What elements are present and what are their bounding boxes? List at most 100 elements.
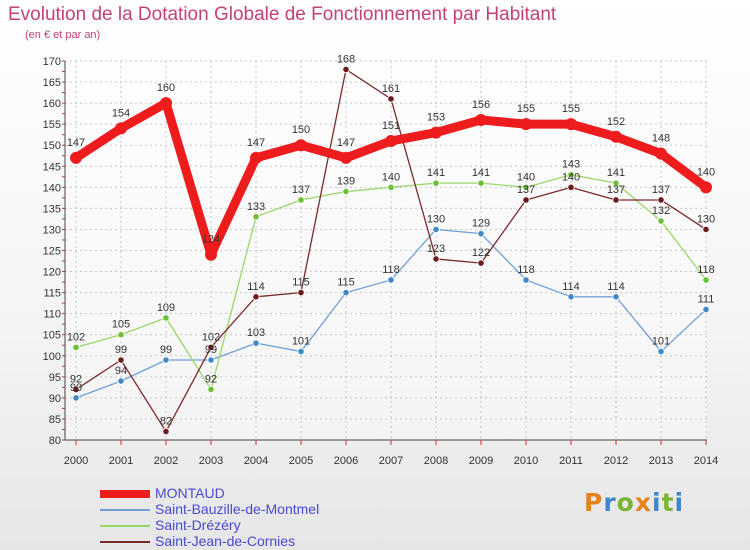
data-point bbox=[207, 343, 215, 351]
data-point bbox=[430, 126, 442, 139]
x-tick-label: 2005 bbox=[289, 455, 313, 467]
data-point bbox=[567, 183, 575, 191]
data-label: 161 bbox=[382, 83, 400, 95]
data-point bbox=[567, 171, 575, 179]
data-point bbox=[477, 179, 485, 187]
x-tick-label: 2011 bbox=[559, 455, 583, 467]
data-point bbox=[432, 225, 440, 234]
logo-letter: t bbox=[661, 488, 675, 517]
x-tick-label: 2006 bbox=[334, 455, 358, 467]
data-label: 141 bbox=[472, 167, 490, 179]
data-label: 133 bbox=[247, 201, 265, 213]
data-label: 124 bbox=[202, 234, 220, 246]
data-point bbox=[522, 183, 530, 191]
data-point bbox=[117, 331, 125, 339]
y-tick-label: 90 bbox=[49, 393, 61, 405]
data-point bbox=[477, 230, 485, 238]
data-point bbox=[252, 339, 260, 347]
legend-swatch-saint-bauzille bbox=[100, 509, 150, 511]
data-label: 92 bbox=[205, 373, 217, 385]
legend-item-saint-drezery: Saint-Drézéry bbox=[100, 517, 400, 534]
data-point bbox=[342, 65, 350, 74]
y-tick-label: 100 bbox=[43, 351, 61, 363]
y-tick-label: 80 bbox=[49, 435, 61, 447]
data-point bbox=[612, 179, 620, 187]
data-point bbox=[522, 196, 530, 204]
y-tick-label: 120 bbox=[43, 267, 61, 279]
data-point bbox=[340, 151, 352, 164]
grid bbox=[65, 60, 707, 441]
logo-letter: i bbox=[674, 488, 685, 517]
data-point bbox=[657, 217, 665, 225]
data-point bbox=[702, 276, 710, 284]
data-label: 140 bbox=[697, 166, 715, 178]
data-point bbox=[250, 151, 262, 164]
data-label: 155 bbox=[517, 103, 535, 115]
y-tick-label: 140 bbox=[43, 182, 61, 194]
y-tick-label: 165 bbox=[43, 77, 61, 89]
y-tick-label: 155 bbox=[43, 119, 61, 131]
data-label: 140 bbox=[382, 171, 400, 183]
data-label: 147 bbox=[337, 137, 355, 149]
legend-label-saint-jean: Saint-Jean-de-Cornies bbox=[155, 533, 296, 549]
data-point bbox=[70, 151, 82, 164]
y-tick-label: 170 bbox=[43, 56, 61, 68]
data-label: 115 bbox=[292, 277, 310, 289]
x-tick-label: 2013 bbox=[649, 455, 673, 467]
data-point bbox=[657, 347, 665, 356]
data-point bbox=[207, 356, 215, 364]
data-point bbox=[657, 196, 665, 204]
data-label: 123 bbox=[427, 243, 445, 255]
data-point bbox=[567, 293, 575, 301]
data-label: 132 bbox=[652, 205, 670, 217]
data-label: 114 bbox=[607, 281, 625, 293]
x-tick-label: 2014 bbox=[694, 455, 718, 467]
data-point bbox=[565, 118, 577, 131]
data-label: 115 bbox=[337, 277, 355, 289]
data-label: 140 bbox=[562, 171, 580, 183]
legend-item-saint-bauzille: Saint-Bauzille-de-Montmel bbox=[100, 501, 400, 518]
data-label: 114 bbox=[562, 281, 580, 293]
legend-swatch-montaud bbox=[100, 490, 150, 498]
data-point bbox=[702, 305, 710, 314]
data-point bbox=[700, 181, 712, 194]
data-point bbox=[252, 293, 260, 301]
data-label: 137 bbox=[517, 184, 535, 196]
data-label: 114 bbox=[247, 281, 265, 293]
chart-subtitle: (en € et par an) bbox=[25, 29, 101, 41]
data-label: 101 bbox=[292, 336, 310, 348]
data-point bbox=[162, 314, 170, 322]
data-label: 155 bbox=[562, 103, 580, 115]
data-label: 82 bbox=[160, 416, 172, 428]
data-label: 130 bbox=[697, 213, 715, 225]
data-point bbox=[205, 248, 217, 261]
logo-letter: i bbox=[652, 488, 662, 517]
data-label: 129 bbox=[472, 218, 490, 230]
x-tick-label: 2003 bbox=[199, 455, 223, 467]
data-point bbox=[612, 196, 620, 204]
data-label: 103 bbox=[247, 327, 265, 339]
data-point bbox=[612, 293, 620, 301]
data-label: 118 bbox=[697, 264, 715, 276]
x-tick-label: 2004 bbox=[244, 455, 268, 467]
data-point bbox=[207, 385, 215, 394]
data-label: 105 bbox=[112, 319, 130, 331]
legend-label-saint-bauzille: Saint-Bauzille-de-Montmel bbox=[155, 501, 320, 517]
data-label: 152 bbox=[607, 116, 625, 128]
data-label: 150 bbox=[292, 124, 310, 136]
data-point bbox=[385, 135, 397, 148]
data-point bbox=[252, 213, 260, 221]
x-tick-label: 2002 bbox=[154, 455, 178, 467]
x-tick-label: 2010 bbox=[514, 455, 538, 467]
data-label: 151 bbox=[382, 120, 400, 132]
axes: 80 85 90 95 100 105 110 115 120 125 130 135 140 145 15… bbox=[43, 56, 719, 467]
data-label: 99 bbox=[115, 344, 127, 356]
x-tick-label: 2012 bbox=[604, 455, 628, 467]
data-point bbox=[162, 356, 170, 364]
chart-title: Evolution de la Dotation Globale de Fonc… bbox=[8, 4, 557, 25]
data-point bbox=[702, 225, 710, 234]
data-label: 109 bbox=[157, 302, 175, 314]
data-point bbox=[160, 97, 172, 110]
data-point bbox=[432, 179, 440, 187]
y-tick-label: 85 bbox=[49, 414, 61, 426]
